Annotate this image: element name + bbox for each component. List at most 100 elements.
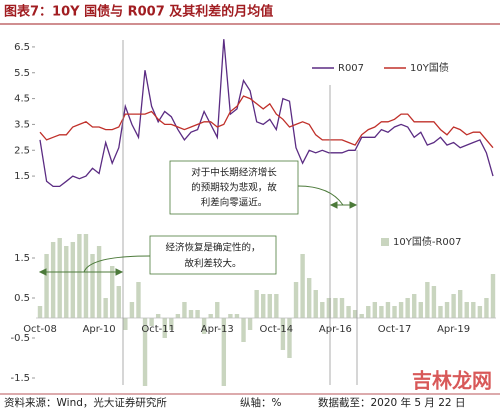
bar [293,282,299,318]
bar [37,306,43,318]
bar [412,294,417,318]
bar [254,290,259,318]
y-tick-label: 1.5 [14,171,30,182]
chart-title: 图表7：10Y 国债与 R007 及其利差的月均值 [4,4,273,20]
bar [477,306,483,318]
bar [215,302,220,318]
bar [352,310,358,318]
bar [267,294,272,318]
bar [490,274,496,318]
y-tick-label: 3.5 [14,119,30,130]
x-tick-label: Oct-08 [23,324,57,335]
arrows [38,185,358,276]
y2-tick-label: 1.5 [14,253,30,264]
x-tick-label: Oct-11 [141,324,175,335]
bar [431,286,437,318]
y-tick-label: 6.5 [14,42,30,53]
bar [64,246,69,318]
bar [280,318,286,350]
annotation-box [149,235,277,275]
plot-area: 1.5 2.5 3.5 4.5 5.5 6.5 -1.5 -0.5 0.5 1.5 Oct-08 Ap… [10,39,496,386]
x-tick-label: Apr-10 [83,324,116,335]
bar [392,306,397,318]
bar [44,254,49,318]
bar [129,302,135,318]
bar [333,298,338,318]
y2-tick-label: -1.5 [10,373,30,384]
bar [444,302,450,318]
bar [247,318,253,330]
bar [195,310,200,318]
bar [457,290,463,318]
y-tick-label: 4.5 [14,94,30,105]
legend-label: 10Y国债-R007 [393,235,461,248]
bar [405,298,410,318]
x-tick-label: Oct-17 [378,324,412,335]
bar [57,238,62,318]
watermark: 吉林龙网 [412,369,492,393]
bar [155,314,161,318]
y2-tick-label: -0.5 [10,333,30,344]
bar [484,298,489,318]
bar [110,266,115,318]
bar [398,302,404,318]
y-tick-label: 2.5 [14,145,30,156]
bar [418,302,423,318]
bar [136,282,141,318]
date-note: 数据截至：2020 年 5 月 22 日 [318,396,465,409]
annotation: 经济恢复是确定性的， [165,242,260,254]
legend-swatch [381,238,389,246]
bar [103,298,108,318]
bar [83,234,89,318]
bar [372,302,378,318]
bar [234,314,240,318]
annotation: 对于中长期经济增长 [191,167,277,179]
bar [320,302,325,318]
legend-label: 10Y国债 [410,61,449,74]
bar [142,318,148,386]
x-tick-label: Apr-16 [319,324,352,335]
x-tick-label: Oct-14 [260,324,294,335]
bar [471,302,476,318]
bar [169,318,174,330]
bar [438,306,443,318]
bar [306,278,312,318]
bar [221,318,227,386]
bar [149,318,154,326]
y2-tick-label: 0.5 [14,293,30,304]
bar [326,298,332,318]
bar [359,314,364,318]
bar [123,318,128,330]
bar [201,318,207,334]
bar [425,282,430,318]
bar [274,294,279,318]
bar [339,298,345,318]
bar [300,254,305,318]
bar [70,242,76,318]
annotation: 利差向零逼近。 [201,197,268,209]
bar [346,306,351,318]
annotation: 故利差较大。 [184,258,241,270]
bar [313,290,318,318]
annotation: 的预期较为悲观，故 [191,182,277,194]
bar [287,318,292,358]
bar [162,318,167,338]
line-series [39,39,494,188]
bar [188,310,194,318]
bar [366,306,371,318]
bar [77,234,82,318]
bar [182,302,187,318]
bar [228,314,233,318]
bar [385,302,391,318]
annotation-box [169,160,299,215]
bar [96,246,102,318]
legend-label: R007 [338,63,364,74]
bar [208,314,213,318]
bar [464,302,469,318]
bar [451,294,456,318]
bar [261,294,266,318]
line-series [39,95,494,149]
bar [241,318,246,342]
x-tick-label: Apr-19 [437,324,470,335]
